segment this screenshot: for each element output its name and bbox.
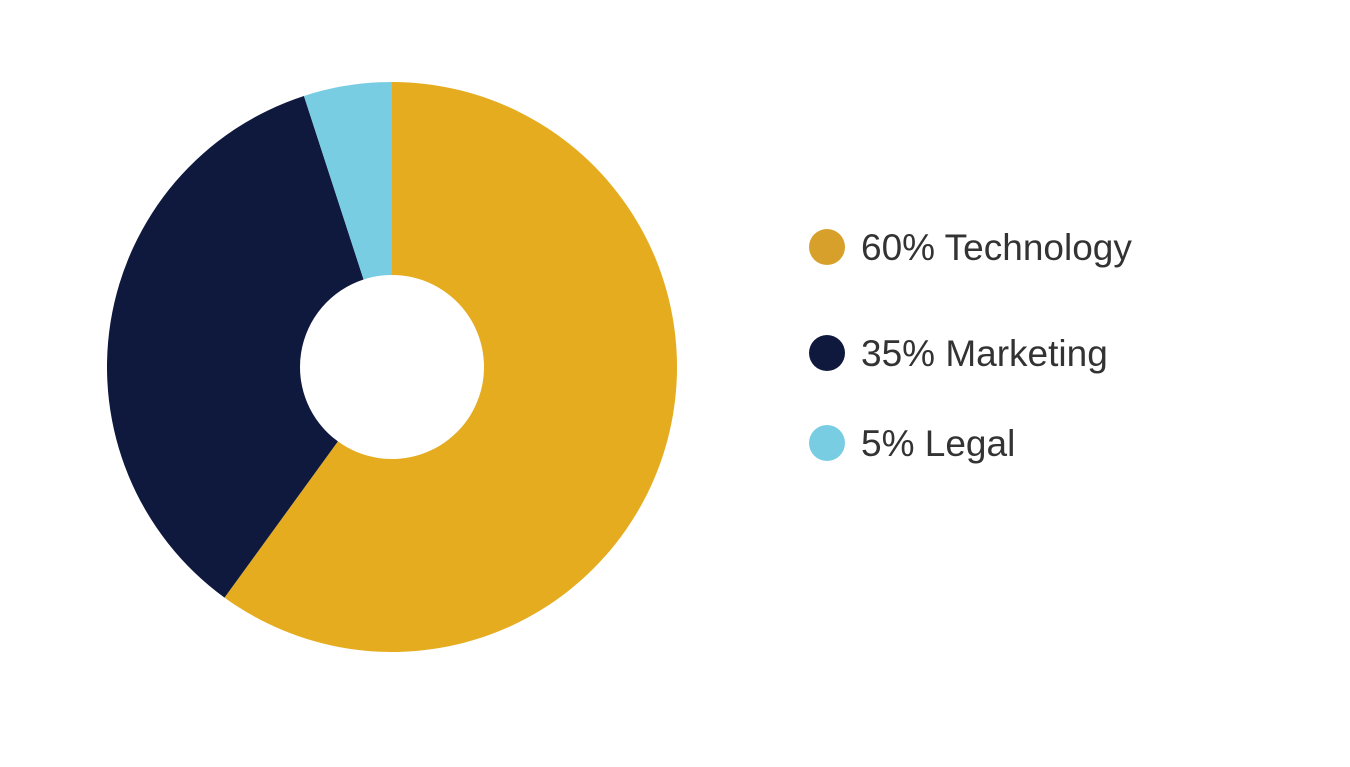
legend-marker-technology xyxy=(809,229,845,265)
legend-label-legal: 5% Legal xyxy=(861,423,1015,464)
legend-label-technology: 60% Technology xyxy=(861,227,1132,268)
legend-marker-legal xyxy=(809,425,845,461)
legend-marker-marketing xyxy=(809,335,845,371)
legend: 60% Technology 35% Marketing 5% Legal xyxy=(809,227,1132,464)
slice-legal xyxy=(303,82,392,280)
slice-technology xyxy=(224,82,677,652)
slice-marketing xyxy=(107,95,364,598)
legend-label-marketing: 35% Marketing xyxy=(861,333,1108,374)
slices xyxy=(107,82,677,652)
